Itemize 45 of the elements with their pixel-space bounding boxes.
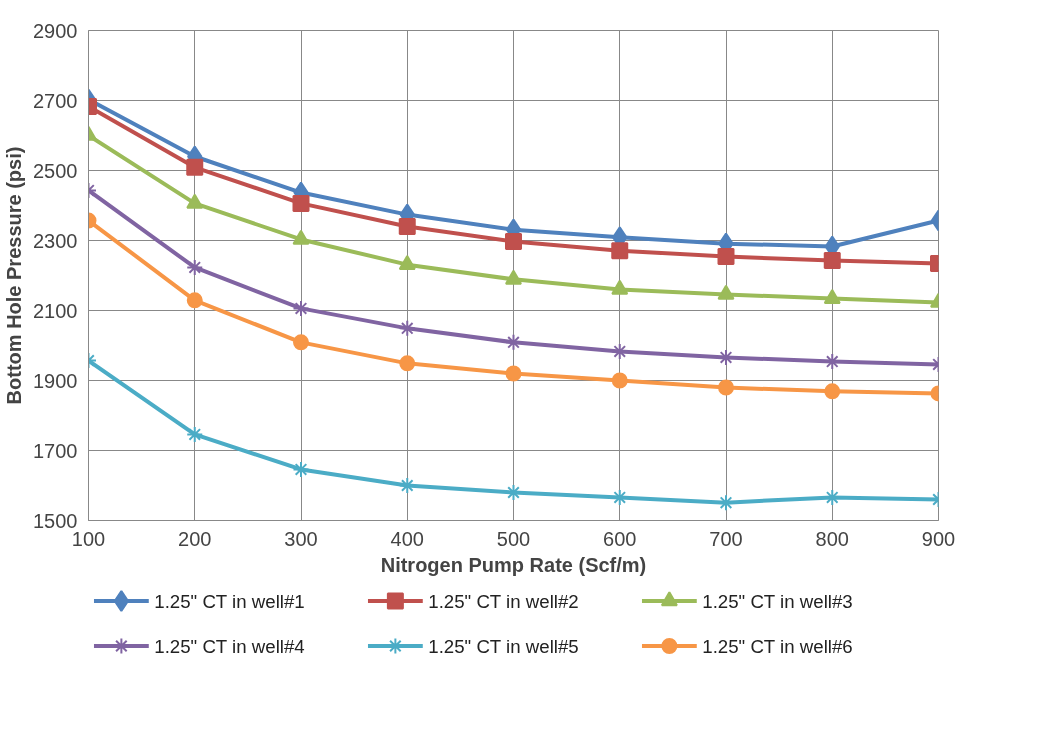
legend-label: 1.25" CT in well#6 (702, 635, 853, 657)
point (398, 477, 416, 494)
point (611, 242, 629, 260)
x-tick-label: 300 (284, 527, 318, 550)
point (292, 460, 310, 478)
point (505, 365, 522, 382)
y-tick-label: 2100 (33, 299, 78, 322)
y-tick-label: 2500 (33, 159, 78, 182)
x-tick-label: 900 (921, 527, 956, 550)
y-tick-label: 1900 (33, 369, 78, 392)
x-tick-label: 200 (178, 527, 212, 550)
point (292, 299, 310, 317)
x-axis-title: Nitrogen Pump Rate (Scf/m) (380, 553, 647, 576)
point (398, 319, 416, 337)
legend-label: 1.25" CT in well#1 (154, 590, 305, 612)
point (718, 379, 734, 396)
legend-label: 1.25" CT in well#2 (428, 590, 579, 612)
point (186, 158, 204, 176)
point (186, 292, 203, 309)
point (186, 258, 204, 276)
point (717, 248, 735, 266)
y-tick-label: 2300 (33, 229, 78, 252)
point (823, 251, 841, 269)
x-tick-label: 800 (815, 527, 849, 550)
point (293, 334, 309, 351)
point (505, 333, 522, 351)
y-tick-label: 2700 (33, 89, 78, 112)
y-tick-label: 1700 (33, 439, 78, 462)
legend-label: 1.25" CT in well#4 (154, 635, 305, 657)
point (292, 194, 310, 212)
x-tick-label: 700 (709, 527, 743, 550)
y-axis-title: Bottom Hole Pressure (psi) (3, 146, 26, 405)
point (186, 425, 204, 443)
y-tick-label: 2900 (33, 19, 78, 42)
legend-label: 1.25" CT in well#3 (702, 590, 853, 612)
x-tick-label: 400 (390, 527, 424, 550)
point (505, 484, 522, 501)
x-tick-label: 500 (496, 527, 531, 550)
point (505, 233, 522, 251)
x-tick-label: 600 (603, 527, 637, 550)
point (611, 372, 628, 389)
point (824, 383, 841, 400)
point (399, 355, 416, 372)
point (398, 218, 416, 235)
legend-label: 1.25" CT in well#5 (428, 635, 579, 657)
